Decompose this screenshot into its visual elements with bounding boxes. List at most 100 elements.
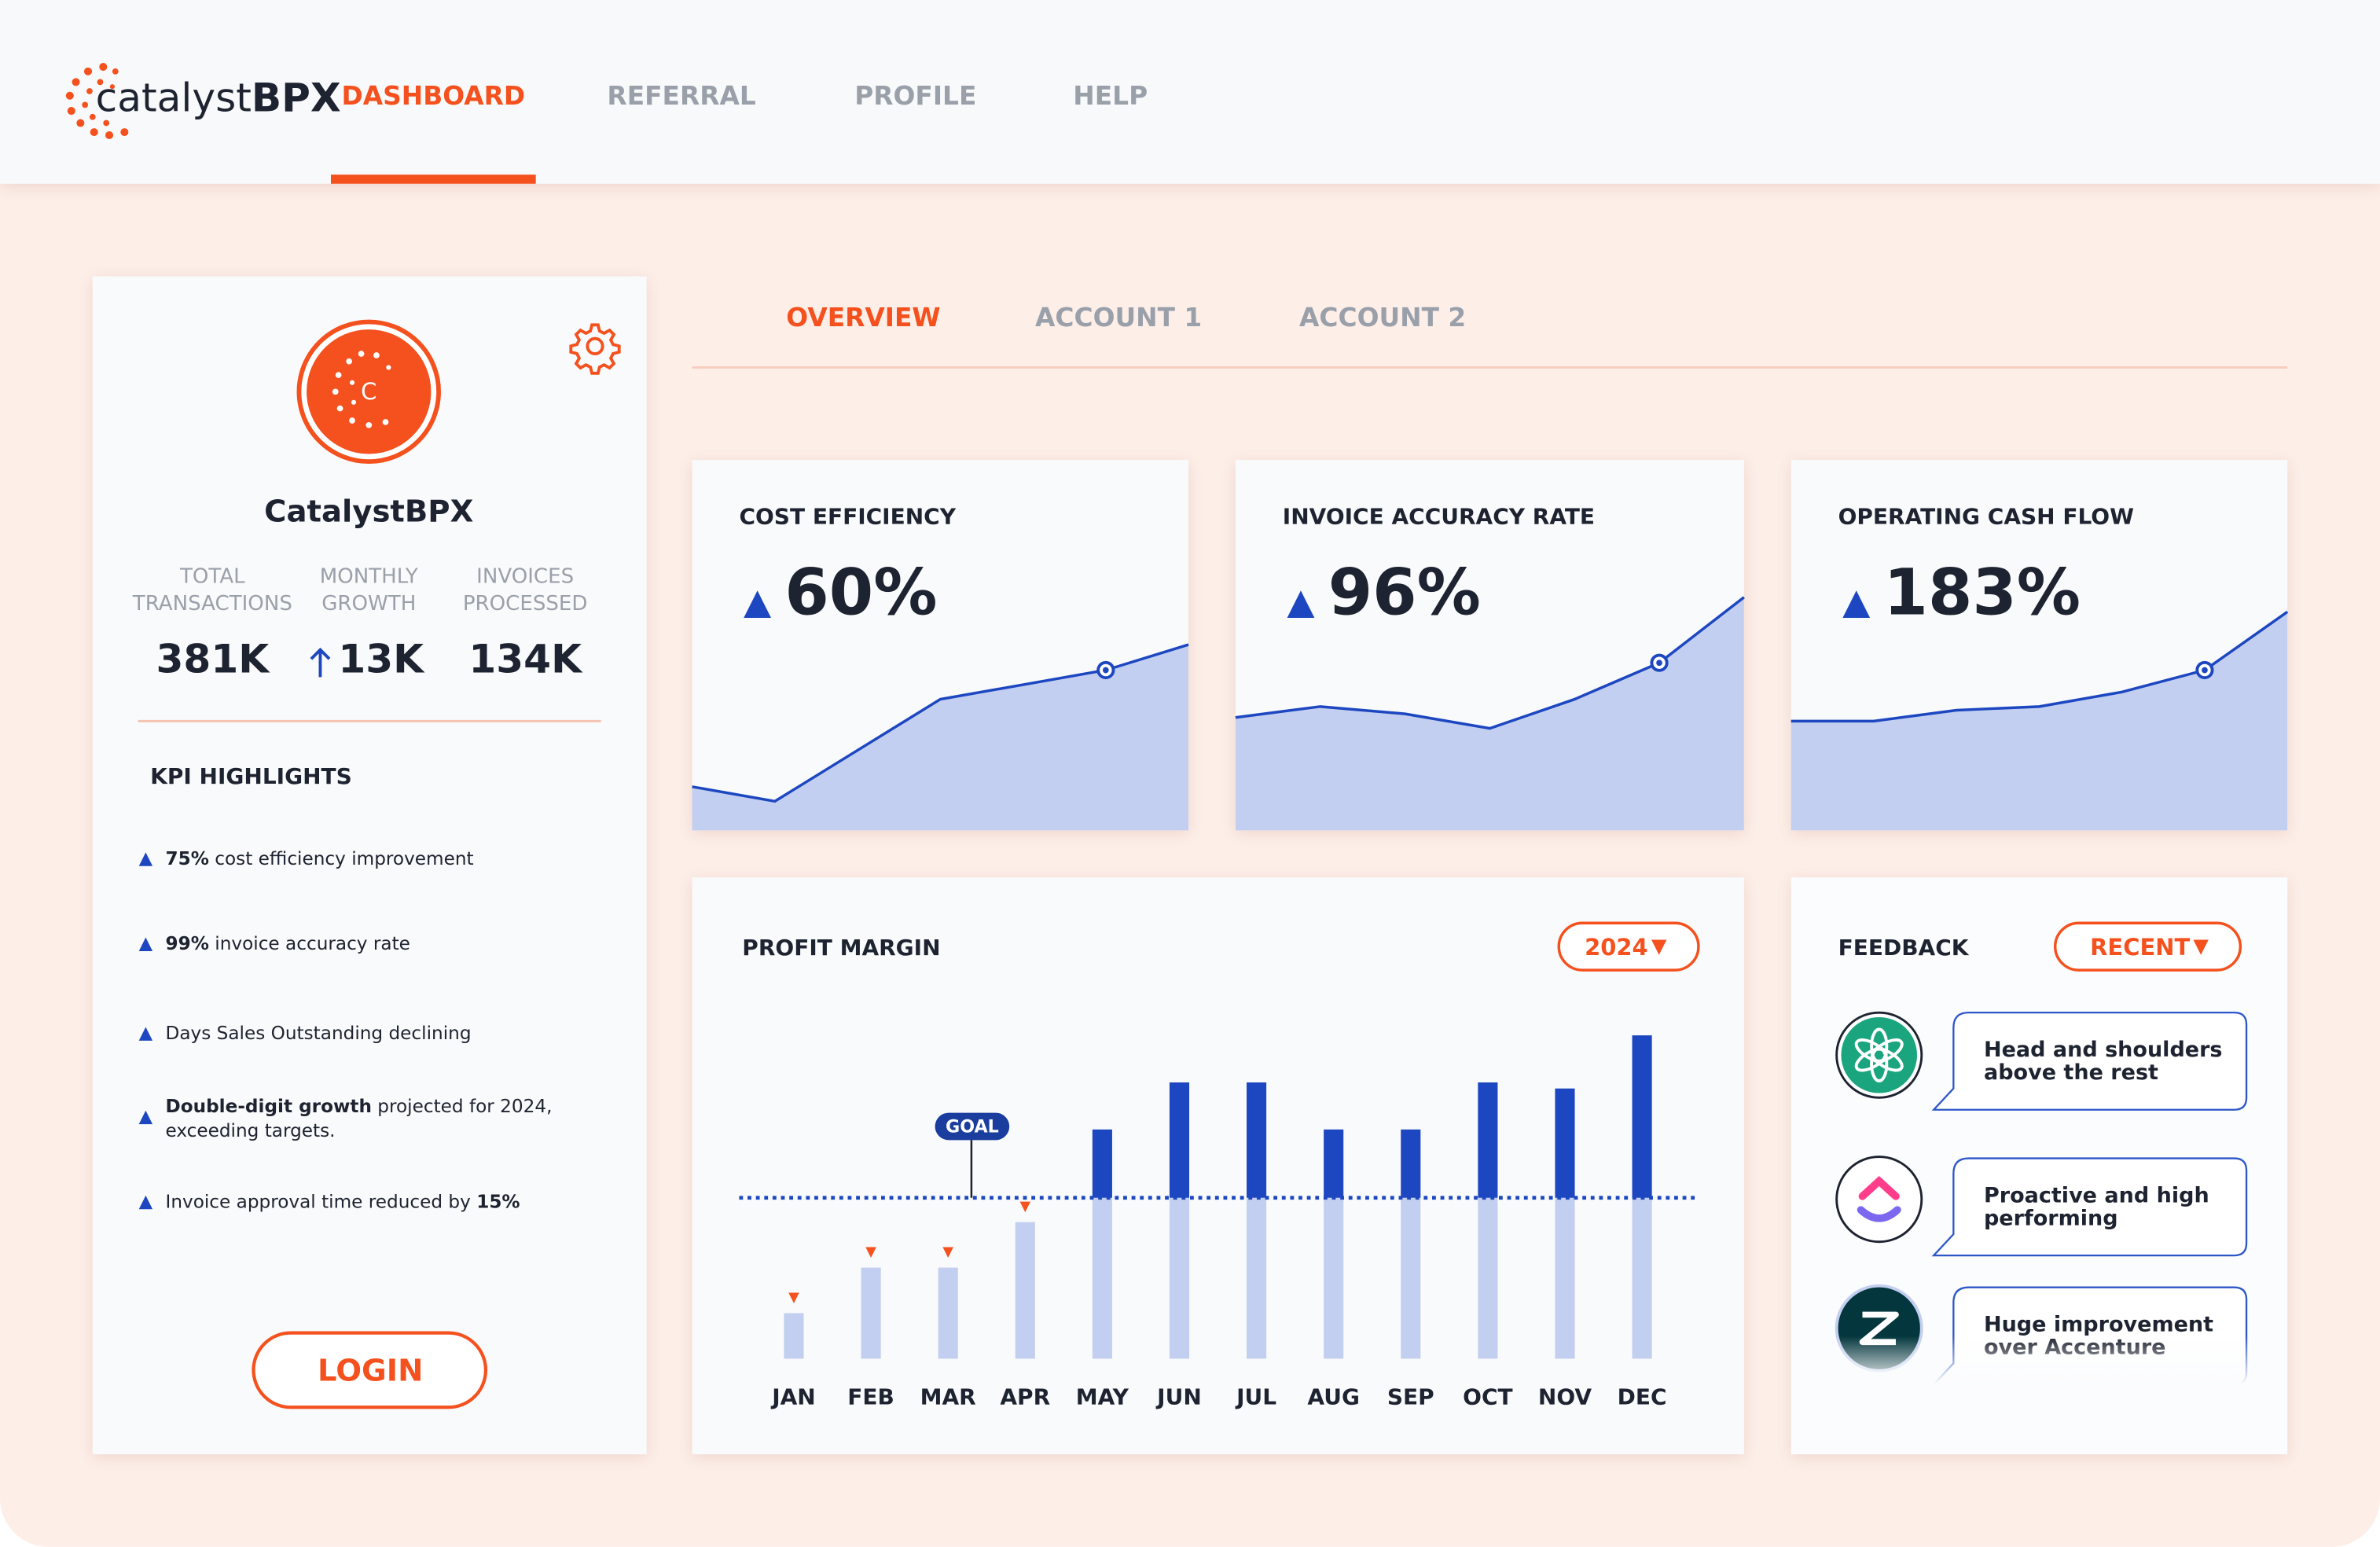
stat-label: GROWTH <box>321 592 416 615</box>
stat-value: 13K <box>338 636 425 682</box>
source-icon-chatgpt <box>1835 1011 1923 1099</box>
avatar-letter: C <box>361 378 376 405</box>
highlight-segment: cost efficiency improvement <box>209 848 474 869</box>
below-goal-marker <box>865 1247 876 1259</box>
kpi-title: KPI HIGHLIGHTS <box>150 763 352 789</box>
x-tick-label: JUL <box>1235 1384 1276 1410</box>
x-tick-label: APR <box>1000 1384 1050 1410</box>
feedback-text: Huge improvement <box>1984 1312 2213 1336</box>
year-select[interactable] <box>1557 921 1700 972</box>
stat-label: TOTAL <box>179 564 245 588</box>
x-tick-label: MAR <box>920 1384 976 1410</box>
icon-petal <box>1854 1047 1888 1072</box>
header <box>0 0 2380 184</box>
subtab[interactable]: ACCOUNT 2 <box>1299 303 1466 333</box>
login-button[interactable] <box>252 1331 488 1409</box>
highlight-bullet <box>138 937 153 951</box>
bar-above-goal <box>1401 1129 1421 1198</box>
profile-card <box>92 276 647 1455</box>
highlight-text: Invoice approval time reduced by 15% <box>165 1191 520 1212</box>
login-label[interactable]: LOGIN <box>318 1353 423 1388</box>
x-tick-label: JAN <box>770 1384 816 1410</box>
highlight-bullet <box>138 1110 153 1125</box>
metric-trend-icon <box>1842 590 1871 619</box>
stat-label: PROCESSED <box>463 592 588 615</box>
bar-above-goal <box>1555 1088 1575 1198</box>
metric-title: INVOICE ACCURACY RATE <box>1283 504 1595 530</box>
trend-area <box>1791 612 2288 831</box>
bar-above-goal <box>1324 1129 1344 1198</box>
feedback-text: above the rest <box>1984 1060 2158 1085</box>
x-tick-label: SEP <box>1387 1384 1434 1410</box>
below-goal-marker <box>1019 1201 1031 1213</box>
bar <box>784 1313 804 1359</box>
feedback-bubble <box>1931 1157 2248 1257</box>
trend-highlight-dot <box>2202 667 2208 674</box>
icon-petal <box>1854 1038 1888 1063</box>
subtab[interactable]: ACCOUNT 1 <box>1035 303 1202 333</box>
stat-value: 381K <box>156 636 271 682</box>
icon-chevron <box>1858 1175 1900 1200</box>
year-label[interactable]: 2024 <box>1585 934 1648 961</box>
bar <box>1632 1197 1652 1359</box>
highlight-segment: 99% <box>165 933 208 954</box>
stat-label: MONTHLY <box>320 564 418 588</box>
feedback-text: Proactive and high <box>1984 1183 2209 1207</box>
highlight-segment: projected for 2024, <box>372 1095 553 1116</box>
highlight-text: Days Sales Outstanding declining <box>165 1023 471 1044</box>
avatar-dots <box>332 351 391 428</box>
nav-tab[interactable]: REFERRAL <box>607 81 755 111</box>
highlight-text: 75% cost efficiency improvement <box>165 848 473 869</box>
highlight-text: Double-digit growth projected for 2024, <box>165 1095 552 1116</box>
bar <box>1401 1197 1421 1359</box>
bar-above-goal <box>1478 1082 1498 1198</box>
metric-trend-icon <box>744 590 772 619</box>
nav-tab[interactable]: DASHBOARD <box>342 81 526 111</box>
icon-bg <box>1835 1156 1923 1244</box>
logo-text: catalystBPX <box>96 74 341 120</box>
recent-label[interactable]: RECENT <box>2090 934 2190 961</box>
nav-tab[interactable]: PROFILE <box>854 81 976 111</box>
trend-highlight-dot <box>1656 660 1662 667</box>
highlight-text: 99% invoice accuracy rate <box>165 933 410 954</box>
highlight-bullet <box>138 1027 153 1041</box>
highlight-segment: 15% <box>476 1191 520 1212</box>
goal-label: GOAL <box>946 1116 999 1137</box>
bar <box>861 1267 881 1359</box>
highlight-segment: Double-digit growth <box>165 1095 371 1116</box>
highlight-segment: 75% <box>165 848 208 869</box>
stat-label: INVOICES <box>476 564 574 588</box>
bar <box>1478 1197 1498 1359</box>
subtab[interactable]: OVERVIEW <box>786 303 940 333</box>
highlight-segment: Days Sales Outstanding declining <box>165 1023 471 1044</box>
highlight-segment: Invoice approval time reduced by <box>165 1191 476 1212</box>
x-tick-label: MAY <box>1076 1384 1129 1410</box>
metric-value: 183% <box>1884 556 2081 630</box>
x-tick-label: DEC <box>1618 1384 1667 1410</box>
feedback-fade-solid <box>1792 1383 2286 1453</box>
active-tab-indicator <box>330 175 536 184</box>
icon-curve <box>1857 1206 1901 1222</box>
bar <box>1247 1197 1267 1359</box>
trend-highlight-dot <box>1102 667 1109 674</box>
trend-area <box>1235 597 1744 831</box>
trend-arrow <box>310 647 331 678</box>
recent-select[interactable] <box>2054 921 2242 972</box>
highlight-segment: invoice accuracy rate <box>209 933 410 954</box>
dropdown-icon <box>1651 939 1667 955</box>
x-tick-label: FEB <box>847 1384 894 1410</box>
settings-icon[interactable] <box>569 323 621 375</box>
feedback-text: Head and shoulders <box>1984 1038 2223 1062</box>
bar-above-goal <box>1092 1129 1112 1198</box>
logo-bold: BPX <box>252 74 341 120</box>
metric-title: COST EFFICIENCY <box>739 504 956 530</box>
highlight-bullet <box>138 1195 153 1210</box>
nav-tab[interactable]: HELP <box>1073 81 1148 111</box>
metric-value: 96% <box>1328 556 1481 630</box>
x-tick-label: OCT <box>1463 1384 1512 1410</box>
bar-above-goal <box>1632 1035 1652 1198</box>
highlight-bullet <box>138 852 153 866</box>
feedback-text: performing <box>1984 1206 2118 1230</box>
